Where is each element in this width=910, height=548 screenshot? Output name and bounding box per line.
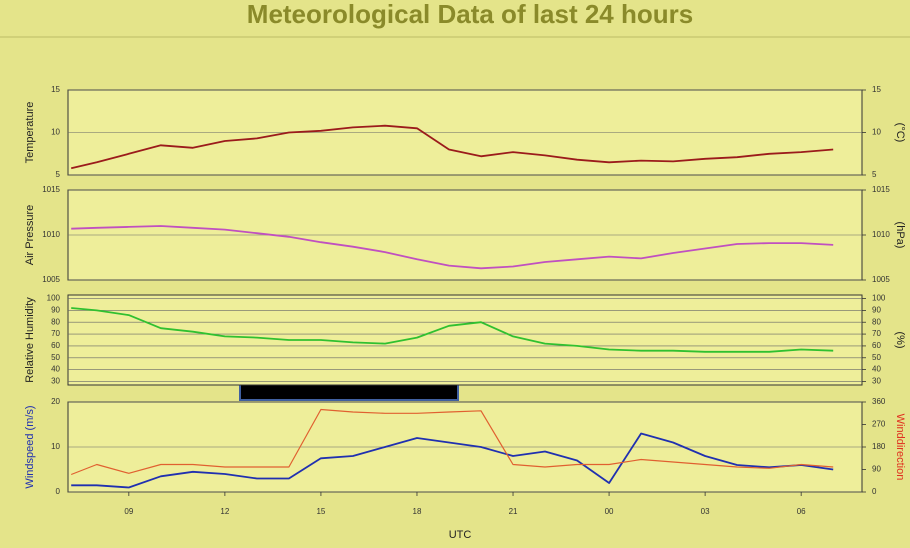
y-tick-label: 10 [51, 442, 60, 451]
series-line [70, 124, 834, 170]
x-tick-label: 18 [413, 507, 422, 516]
y-tick-label: 90 [51, 306, 60, 315]
y-tick-label: 1010 [42, 230, 60, 239]
series-line [71, 225, 834, 270]
series-line [71, 432, 834, 489]
y-tick-label: 1005 [42, 275, 60, 284]
x-tick-label: 00 [605, 507, 614, 516]
y-tick-label: 80 [51, 317, 60, 326]
y-tick-label: 0 [56, 487, 61, 496]
y2-tick-label: 70 [872, 329, 881, 338]
y-axis-label: Temperature [24, 102, 36, 164]
y2-tick-label: 50 [872, 353, 881, 362]
x-tick-label: 21 [509, 507, 518, 516]
y2-tick-label: 80 [872, 317, 881, 326]
y-tick-label: 50 [51, 353, 60, 362]
x-tick-label: 09 [124, 507, 133, 516]
y2-axis-label: (%) [894, 331, 906, 348]
y2-tick-label: 1015 [872, 185, 890, 194]
x-tick-label: 06 [797, 507, 806, 516]
y-axis-label: Windspeed (m/s) [24, 405, 36, 488]
y2-tick-label: 0 [872, 487, 877, 496]
x-tick-label: 15 [316, 507, 325, 516]
y-tick-label: 15 [51, 85, 60, 94]
y-tick-label: 1015 [42, 185, 60, 194]
y-tick-label: 70 [51, 329, 60, 338]
y2-tick-label: 40 [872, 365, 881, 374]
y2-tick-label: 60 [872, 341, 881, 350]
series-line [70, 408, 834, 476]
page-title: Meteorological Data of last 24 hours [247, 0, 693, 29]
y2-tick-label: 100 [872, 294, 886, 303]
y2-tick-label: 5 [872, 170, 877, 179]
y2-axis-label: Winddirection [894, 414, 906, 481]
plot-area [67, 294, 863, 386]
y2-tick-label: 180 [872, 442, 886, 451]
y-tick-label: 30 [51, 377, 60, 386]
y-tick-label: 40 [51, 365, 60, 374]
y2-axis-label: (hPa) [894, 222, 906, 249]
x-axis-label: UTC [449, 529, 472, 541]
y-axis-label: Relative Humidity [24, 297, 36, 383]
x-tick-label: 03 [701, 507, 710, 516]
y2-tick-label: 90 [872, 306, 881, 315]
y2-tick-label: 10 [872, 128, 881, 137]
y2-tick-label: 90 [872, 465, 881, 474]
y-tick-label: 5 [56, 170, 61, 179]
y2-tick-label: 270 [872, 420, 886, 429]
y-tick-label: 100 [47, 294, 61, 303]
y-tick-label: 10 [51, 128, 60, 137]
y-tick-label: 20 [51, 397, 60, 406]
y2-tick-label: 1010 [872, 230, 890, 239]
y2-axis-label: (°C) [894, 123, 906, 143]
x-tick-label: 12 [220, 507, 229, 516]
y2-tick-label: 30 [872, 377, 881, 386]
series-line [71, 307, 834, 353]
y2-tick-label: 360 [872, 397, 886, 406]
y2-tick-label: 15 [872, 85, 881, 94]
y2-tick-label: 1005 [872, 275, 890, 284]
y-axis-label: Air Pressure [24, 205, 36, 266]
y-tick-label: 60 [51, 341, 60, 350]
